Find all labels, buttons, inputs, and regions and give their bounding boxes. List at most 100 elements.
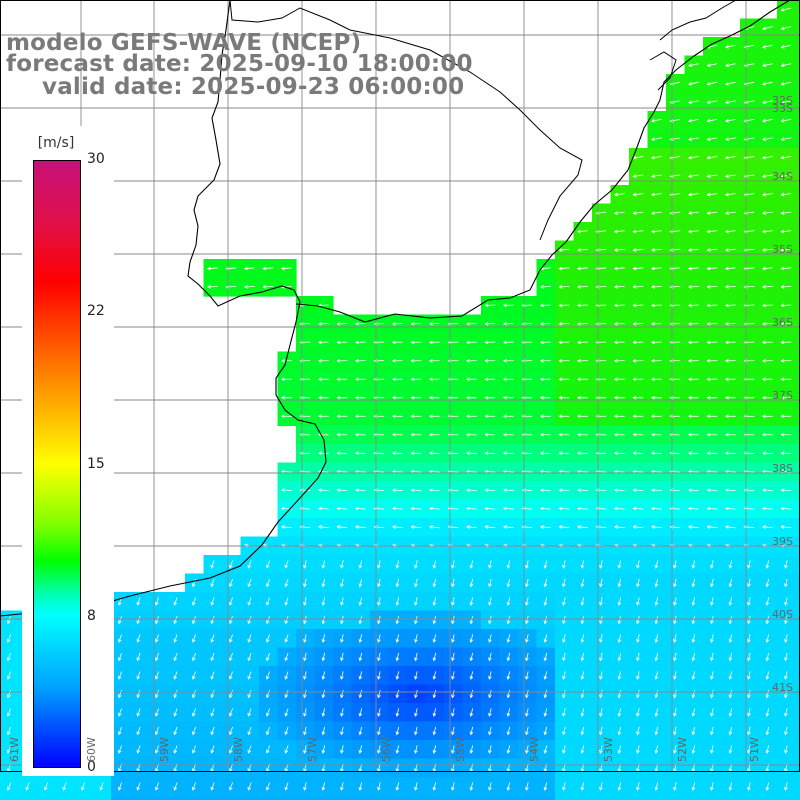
wind-arrow [451, 615, 455, 625]
wind-arrow [747, 782, 751, 791]
wind-arrow [650, 192, 662, 197]
wind-arrow [488, 560, 492, 569]
longitude-label: 61W [8, 737, 21, 762]
speed-cell [795, 518, 800, 538]
wind-arrow [506, 634, 511, 643]
speed-cell [795, 499, 800, 519]
wind-arrow [780, 229, 792, 234]
wind-arrow [636, 634, 640, 643]
wind-arrow [654, 689, 659, 699]
coastline-inland [229, 0, 583, 241]
wind-arrow [118, 652, 122, 662]
wind-arrow [488, 597, 492, 606]
wind-arrow [562, 615, 566, 625]
wind-arrow [632, 285, 644, 289]
wind-arrow [543, 745, 548, 754]
wind-arrow [432, 689, 437, 699]
speed-cell [240, 795, 260, 800]
wind-arrow [192, 652, 196, 662]
wind-arrow [654, 615, 659, 625]
wind-arrow [543, 708, 548, 717]
wind-arrow [673, 782, 677, 791]
wind-arrow [262, 266, 274, 271]
wind-arrow [558, 414, 570, 419]
wind-arrow [243, 266, 255, 271]
wind-arrow [465, 358, 477, 363]
wind-arrow [636, 782, 640, 791]
speed-cell [536, 795, 556, 800]
wind-arrow [317, 395, 329, 400]
wind-arrow [599, 560, 603, 569]
speed-cell [795, 573, 800, 593]
wind-arrow [784, 560, 788, 569]
speed-cell [647, 795, 667, 800]
wind-arrow [247, 671, 252, 680]
wind-arrow [617, 782, 622, 791]
speed-cell [795, 740, 800, 760]
wind-arrow [229, 782, 233, 791]
wind-arrow [617, 745, 622, 754]
speed-cell [388, 795, 408, 800]
wind-arrow [636, 689, 640, 699]
wind-arrow [780, 63, 792, 68]
wind-arrow [724, 285, 736, 289]
wind-arrow [340, 597, 344, 606]
speed-cell [499, 795, 519, 800]
colorbar-tick-15: 15 [87, 456, 105, 472]
wind-arrow [391, 358, 403, 363]
wind-arrow [687, 525, 699, 529]
wind-arrow [706, 525, 718, 529]
wind-arrow [706, 414, 718, 419]
wind-arrow [488, 652, 492, 662]
wind-arrow [558, 285, 570, 289]
wind-arrow [410, 377, 422, 382]
wind-arrow [229, 652, 233, 662]
wind-arrow [710, 689, 714, 699]
wind-arrow [210, 782, 215, 791]
wind-arrow [706, 266, 718, 271]
wind-arrow [432, 782, 437, 791]
wind-arrow [502, 340, 514, 345]
wind-arrow [650, 414, 662, 419]
wind-arrow [484, 303, 496, 308]
wind-arrow [502, 432, 514, 437]
wind-arrow [691, 652, 696, 662]
wind-arrow [428, 358, 440, 363]
wind-arrow [617, 615, 622, 625]
latitude-label: 33S [772, 102, 793, 115]
wind-arrow [136, 726, 141, 736]
speed-cell [740, 795, 760, 800]
wind-arrow [192, 782, 196, 791]
wind-arrow [354, 525, 366, 529]
speed-cell [795, 425, 800, 445]
wind-arrow [558, 488, 570, 492]
wind-arrow [284, 708, 289, 717]
wind-arrow [118, 726, 122, 736]
wind-arrow [558, 266, 570, 271]
wind-arrow [650, 395, 662, 400]
wind-arrow [210, 578, 215, 588]
wind-arrow [136, 597, 141, 606]
wind-arrow [724, 525, 736, 529]
wind-arrow [432, 560, 437, 569]
wind-arrow [266, 560, 270, 569]
wind-arrow [136, 634, 141, 643]
wind-arrow [502, 321, 514, 326]
wind-arrow [765, 708, 770, 717]
wind-arrow [706, 432, 718, 437]
wind-arrow [636, 726, 640, 736]
wind-arrow [706, 63, 718, 68]
wind-arrow [173, 689, 178, 699]
wind-arrow [576, 285, 588, 289]
wind-arrow [780, 414, 792, 419]
wind-arrow [780, 377, 792, 382]
wind-arrow [576, 432, 588, 437]
speed-cell [795, 166, 800, 186]
wind-arrow [632, 248, 644, 252]
wind-arrow [525, 689, 529, 699]
wind-arrow [613, 432, 625, 437]
speed-cell [795, 55, 800, 75]
wind-arrow [506, 782, 511, 791]
wind-arrow [484, 432, 496, 437]
wind-arrow [395, 726, 400, 736]
